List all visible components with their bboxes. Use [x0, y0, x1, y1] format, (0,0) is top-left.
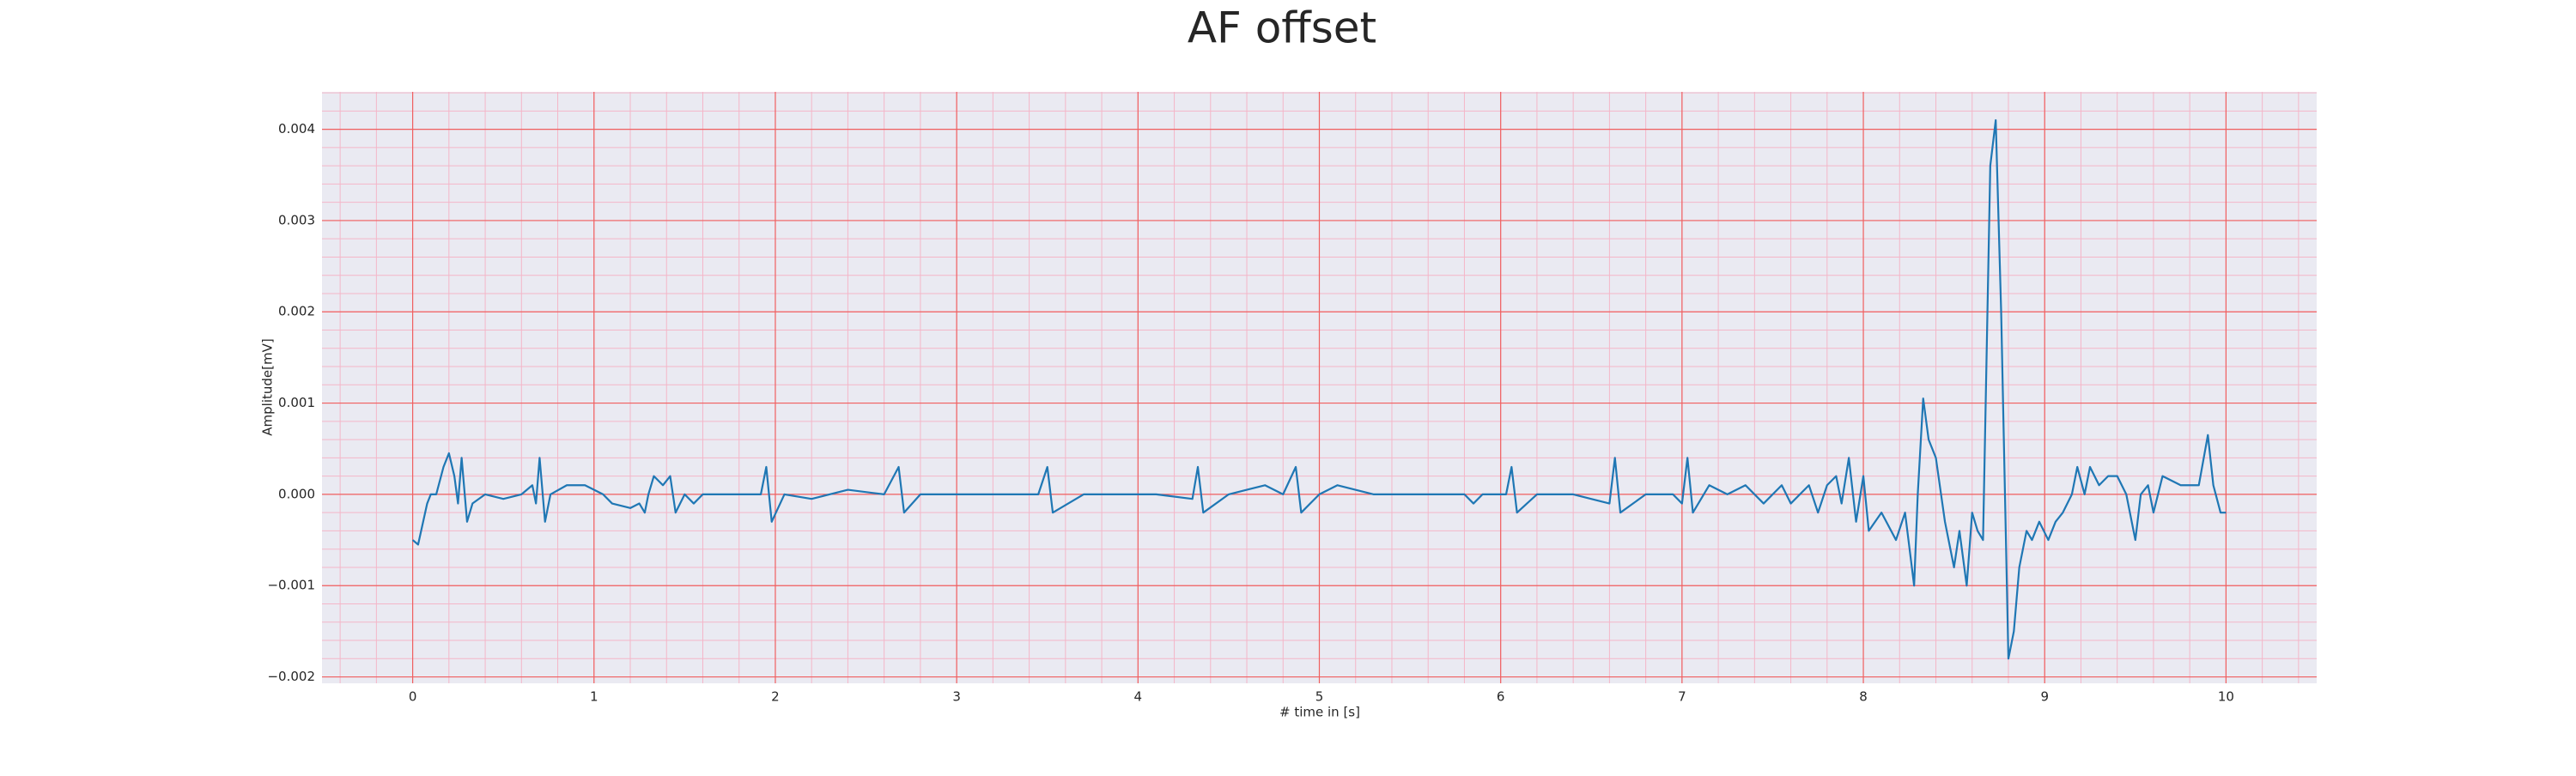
x-tick-label: 0 — [409, 689, 417, 705]
y-tick-label: 0.001 — [278, 395, 315, 410]
y-tick-label: −0.001 — [267, 578, 315, 593]
x-tick-label: 4 — [1134, 689, 1143, 705]
y-tick-label: 0.003 — [278, 212, 315, 227]
x-tick-label: 8 — [1859, 689, 1868, 705]
x-tick-label: 6 — [1497, 689, 1505, 705]
grid — [322, 92, 2317, 683]
y-tick-label: 0.004 — [278, 121, 315, 136]
y-tick-label: 0.000 — [278, 486, 315, 501]
x-tick-label: 7 — [1678, 689, 1686, 705]
x-tick-label: 10 — [2218, 689, 2234, 705]
marks — [411, 118, 2227, 660]
y-tick-label: −0.002 — [267, 669, 315, 684]
chart-title: AF offset — [1188, 3, 1376, 53]
y-axis-label: Amplitude[mV] — [260, 338, 276, 435]
x-tick-label: 9 — [2040, 689, 2049, 705]
x-tick-label: 5 — [1315, 689, 1324, 705]
line — [411, 118, 2227, 660]
x-axis-label: # time in [s] — [1279, 705, 1360, 720]
x-tick-label: 3 — [952, 689, 961, 705]
x-tick-label: 1 — [590, 689, 598, 705]
x-tick-label: 2 — [771, 689, 780, 705]
y-tick-label: 0.002 — [278, 304, 315, 319]
